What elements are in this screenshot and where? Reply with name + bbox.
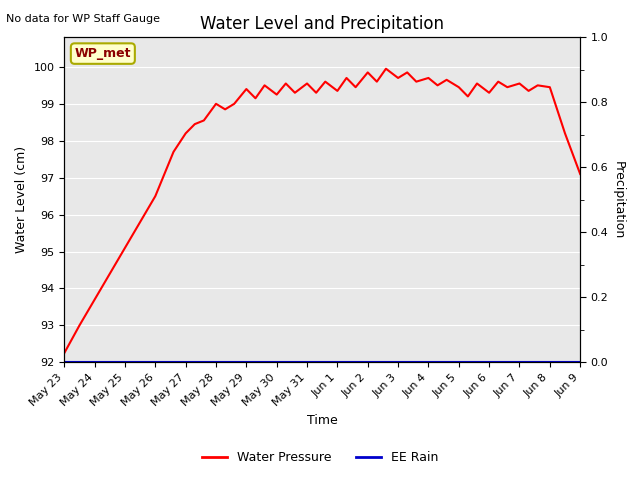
Water Pressure — [252, 96, 259, 101]
Water Pressure — [152, 193, 159, 199]
Water Pressure — [291, 90, 299, 96]
Water Pressure — [106, 271, 114, 276]
Water Pressure — [91, 297, 99, 302]
Water Pressure — [121, 245, 129, 251]
Water Pressure — [424, 75, 432, 81]
Water Pressure — [504, 84, 511, 90]
Line: Water Pressure: Water Pressure — [64, 69, 580, 353]
Legend: Water Pressure, EE Rain: Water Pressure, EE Rain — [196, 446, 444, 469]
Y-axis label: Water Level (cm): Water Level (cm) — [15, 146, 28, 253]
Water Pressure — [303, 81, 311, 86]
Water Pressure — [577, 171, 584, 177]
Water Pressure — [394, 75, 402, 81]
Water Pressure — [333, 88, 341, 94]
Water Pressure — [485, 90, 493, 96]
Text: WP_met: WP_met — [75, 47, 131, 60]
Water Pressure — [170, 149, 177, 155]
Water Pressure — [260, 83, 268, 88]
Water Pressure — [161, 171, 168, 177]
X-axis label: Time: Time — [307, 414, 337, 427]
Water Pressure — [403, 70, 411, 75]
Water Pressure — [364, 70, 372, 75]
Water Pressure — [230, 101, 238, 107]
Water Pressure — [561, 131, 569, 136]
Water Pressure — [212, 101, 220, 107]
Water Pressure — [373, 79, 381, 84]
Water Pressure — [464, 94, 472, 99]
Text: No data for WP Staff Gauge: No data for WP Staff Gauge — [6, 14, 161, 24]
Water Pressure — [342, 75, 350, 81]
Water Pressure — [382, 66, 390, 72]
EE Rain — [60, 360, 68, 365]
Water Pressure — [282, 81, 290, 86]
Water Pressure — [546, 84, 554, 90]
Water Pressure — [443, 77, 451, 83]
Water Pressure — [412, 79, 420, 84]
Water Pressure — [191, 121, 198, 127]
Water Pressure — [352, 84, 360, 90]
Water Pressure — [200, 118, 208, 123]
Water Pressure — [473, 81, 481, 86]
EE Rain — [91, 360, 99, 365]
Water Pressure — [243, 86, 250, 92]
Water Pressure — [494, 79, 502, 84]
Water Pressure — [321, 79, 329, 84]
Water Pressure — [60, 350, 68, 356]
Y-axis label: Precipitation: Precipitation — [612, 161, 625, 239]
Water Pressure — [136, 219, 144, 225]
Water Pressure — [273, 92, 280, 97]
Water Pressure — [221, 107, 229, 112]
Water Pressure — [534, 83, 541, 88]
Water Pressure — [455, 84, 463, 90]
Title: Water Level and Precipitation: Water Level and Precipitation — [200, 15, 444, 33]
Water Pressure — [434, 83, 442, 88]
Water Pressure — [312, 90, 320, 96]
Water Pressure — [516, 81, 524, 86]
Water Pressure — [76, 323, 83, 328]
Water Pressure — [182, 131, 189, 136]
Water Pressure — [525, 88, 532, 94]
